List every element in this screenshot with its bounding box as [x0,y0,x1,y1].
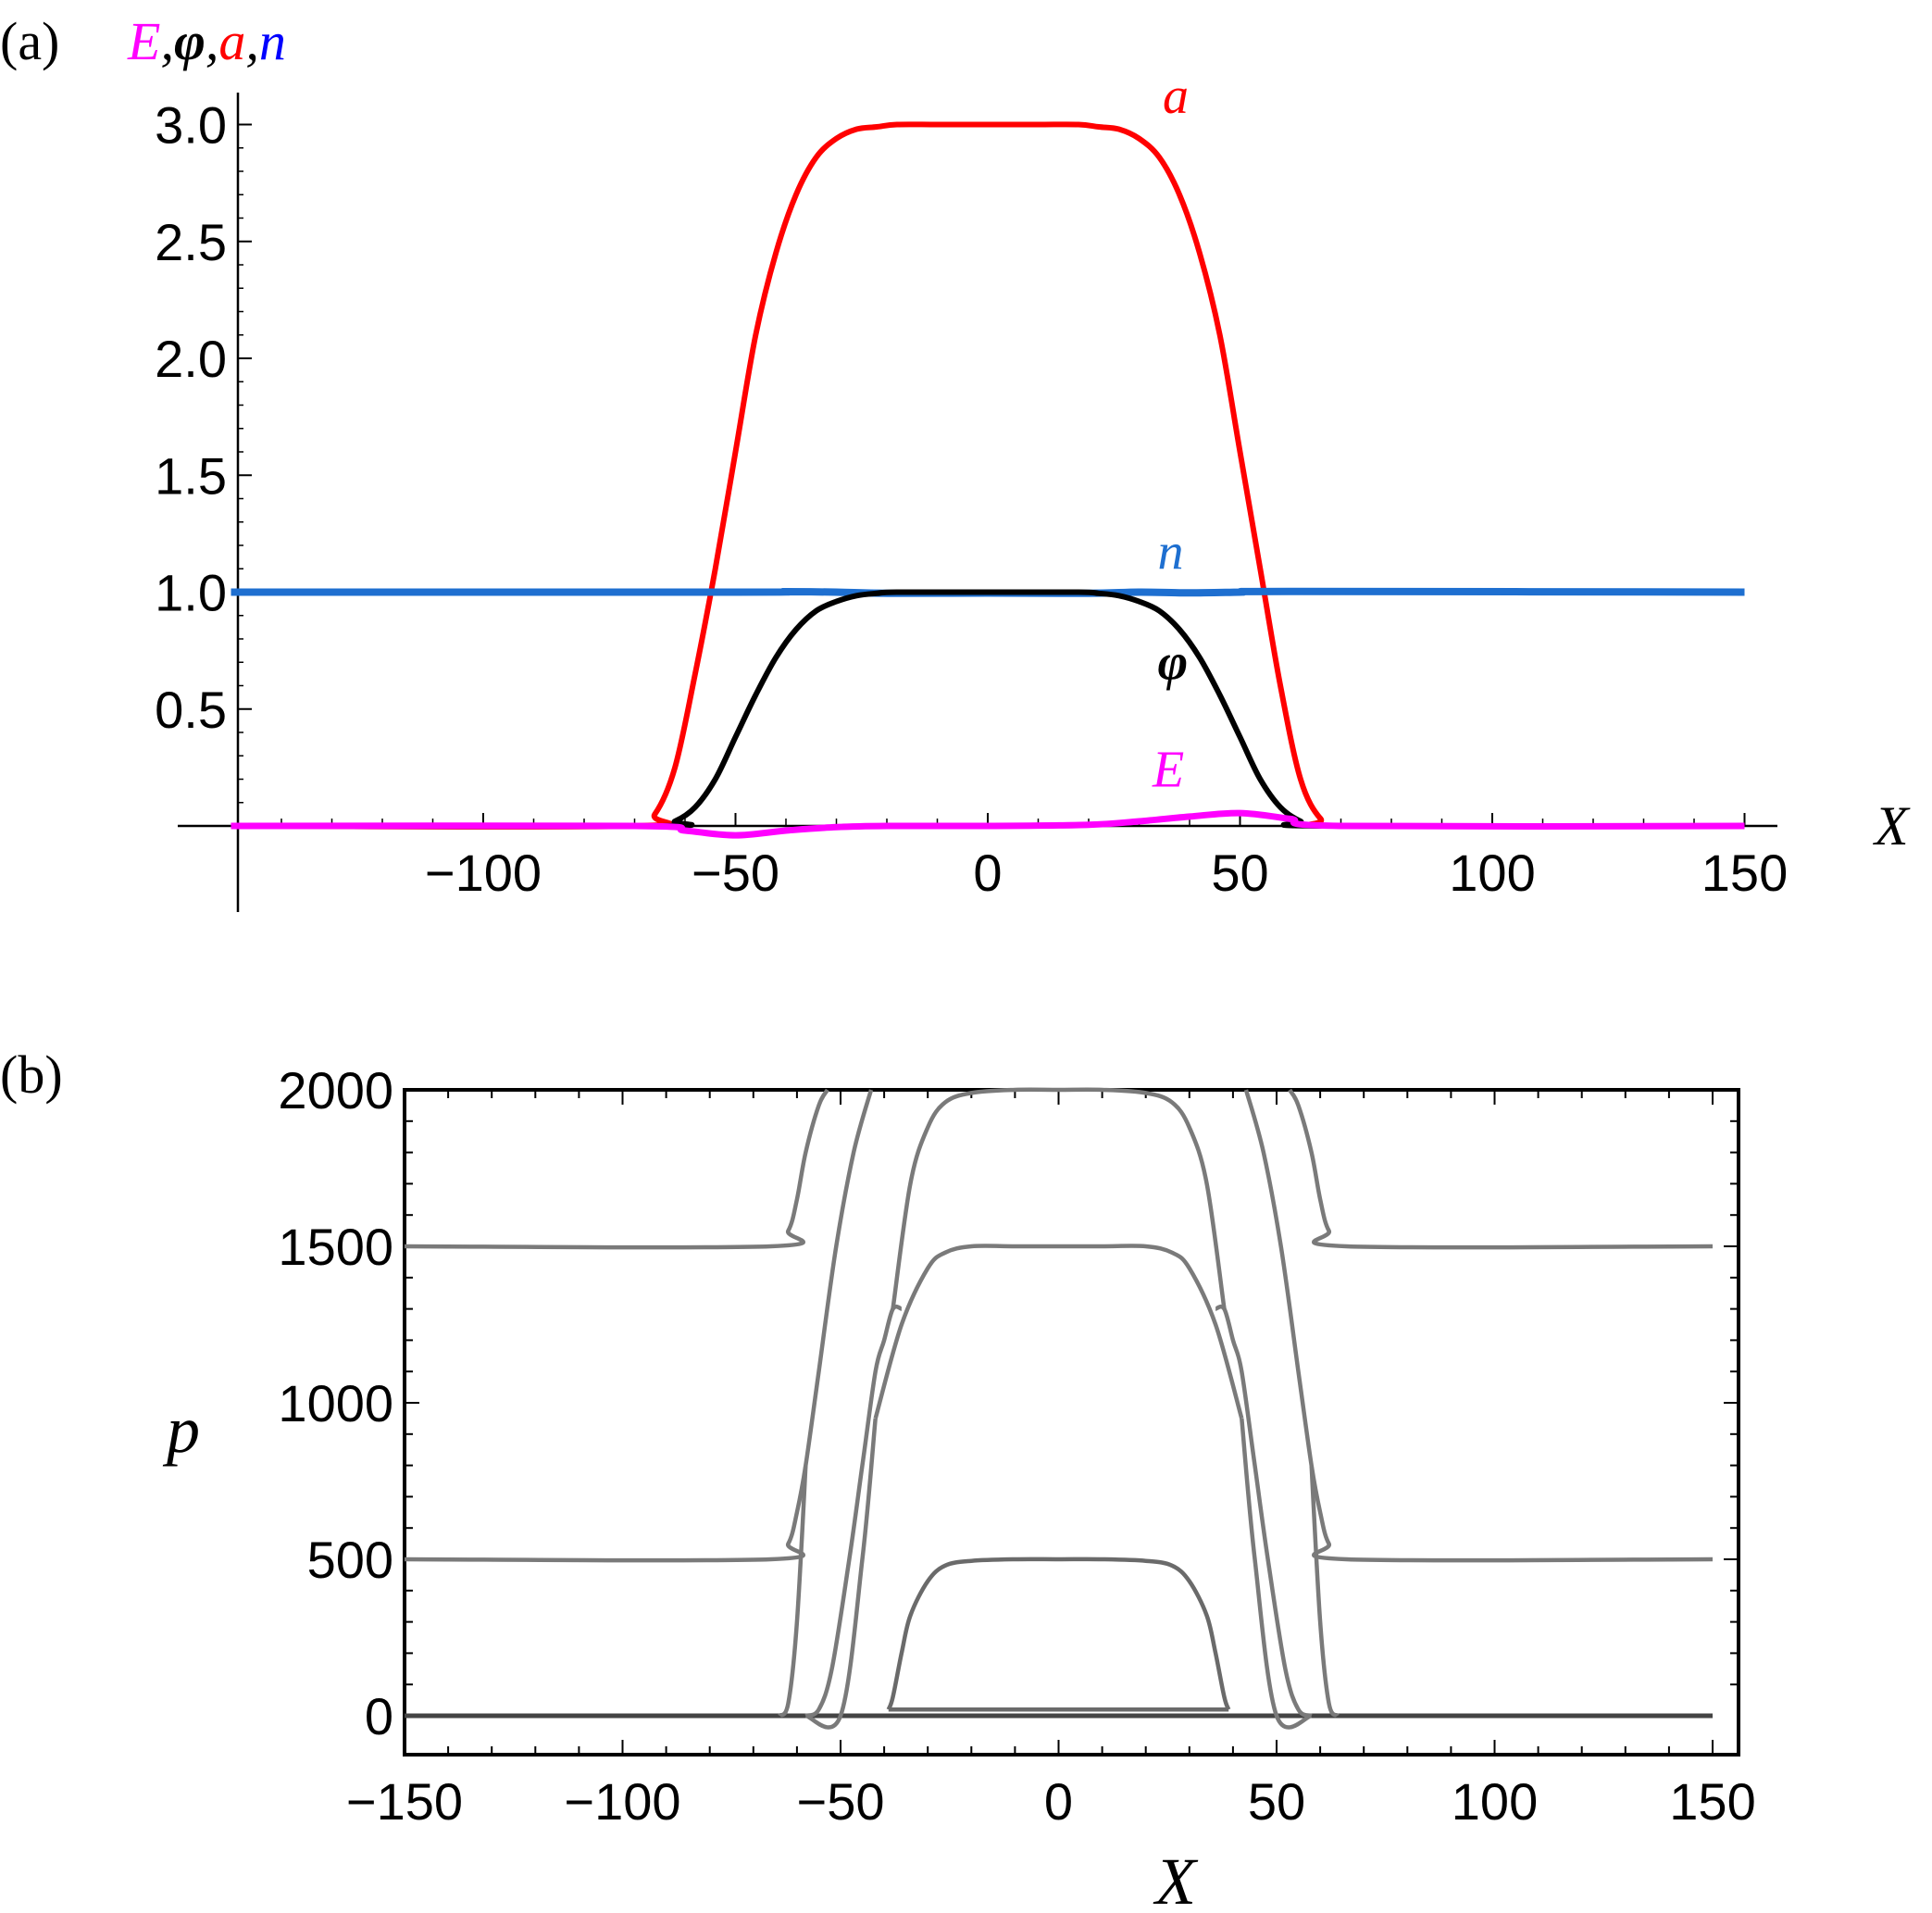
y-axis-label-part: φ [174,11,206,71]
x-tick-label: −50 [692,844,779,902]
panel-b: (b) −150 −100 −50 0 50 100 1500500100015002000… [0,1044,1756,1913]
y-tick-label: 1000 [278,1374,393,1432]
x-tick-label: −50 [797,1772,885,1831]
phase-trajectory [778,1465,808,1718]
y-tick-label: 0.5 [155,681,227,739]
phase-trajectory [1240,1418,1313,1730]
x-tick-label: 0 [1044,1772,1073,1831]
panel-a-x-axis-label: X [1873,795,1911,856]
y-tick-label: 2.0 [155,330,227,388]
phase-trajectory [1288,1088,1714,1250]
y-tick-label: 1.0 [155,564,227,622]
x-tick-label: 100 [1449,844,1535,902]
series-label-n: n [1158,524,1184,581]
panel-a-y-axis-label: E,φ,a,n [127,11,286,71]
x-tick-label: −150 [346,1772,463,1831]
y-axis-label-part: E [127,11,160,71]
y-tick-label: 2.5 [155,213,227,271]
panel-a-axes [178,93,1777,912]
x-tick-label: −100 [425,844,542,902]
x-tick-label: 50 [1248,1772,1305,1831]
series-line-a [231,121,1745,830]
y-tick-label: 3.0 [155,96,227,155]
phase-trajectory [404,1089,874,1563]
panel-b-axes [403,1088,1740,1757]
x-tick-label: 0 [973,844,1002,902]
series-label-a: a [1163,68,1189,125]
y-tick-label: 1500 [278,1218,393,1276]
y-axis-label-part: n [259,11,286,71]
x-tick-label: −100 [564,1772,680,1831]
phase-trajectory [886,1557,1231,1711]
phase-trajectory [873,1244,1244,1419]
phase-trajectory [404,1088,829,1250]
series-line-phi [231,589,1745,830]
series-line-E [231,809,1745,839]
phase-trajectory [1243,1089,1714,1563]
y-axis-label-part: a [218,11,245,71]
phase-trajectory [1215,1304,1313,1719]
phase-trajectory [804,1304,903,1719]
y-axis-label-part: , [160,11,174,71]
panel-a-series-labels: a nφE [1152,68,1189,798]
panel-b-label: (b) [0,1044,63,1105]
panel-a-label: (a) [0,11,59,71]
y-tick-label: 1.5 [155,446,227,505]
panel-a-series [231,121,1745,839]
plot-frame [403,1088,1740,1757]
panel-b-y-axis-label: p [162,1393,200,1467]
x-tick-label: 50 [1211,844,1268,902]
panel-b-series [404,1087,1714,1730]
series-label-phi: φ [1158,633,1189,691]
phase-trajectory [891,1087,1227,1309]
x-tick-label: 150 [1669,1772,1755,1831]
y-tick-label: 0 [365,1687,393,1745]
series-label-E: E [1152,741,1184,798]
x-tick-label: 100 [1452,1772,1538,1831]
phase-trajectory [804,1418,878,1730]
y-axis-label-part: , [206,11,219,71]
panel-b-x-axis-label: X [1153,1844,1199,1913]
panel-a-ticks: 0.5 1.0 1.5 2.0 2.5 3.0 −100 −50 0 50 100 150 [155,96,1788,903]
y-axis-label-part: , [245,11,259,71]
y-tick-label: 2000 [278,1061,393,1119]
x-tick-label: 150 [1701,844,1788,902]
phase-trajectory [1309,1465,1340,1718]
y-tick-label: 500 [307,1531,393,1589]
panel-a: (a) E,φ,a,n 0.51.01.52.02.53.0−100 −50 0 50… [0,11,1911,912]
